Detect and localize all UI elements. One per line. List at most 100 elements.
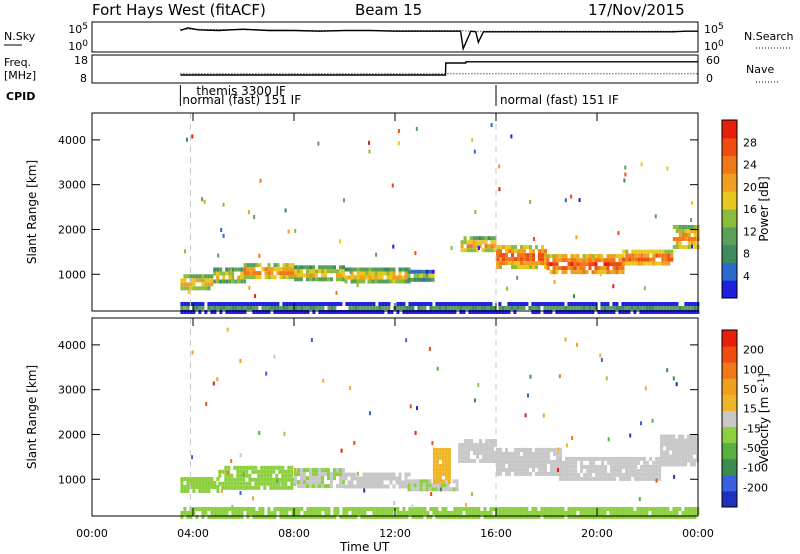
data-cell xyxy=(505,253,508,258)
data-cell xyxy=(466,248,470,253)
data-cell xyxy=(488,439,492,443)
data-cell xyxy=(489,302,493,306)
data-cell xyxy=(693,302,697,306)
data-cell xyxy=(423,302,427,306)
data-cell xyxy=(414,302,418,306)
data-cell xyxy=(525,507,529,511)
data-cell xyxy=(643,464,647,469)
data-cell xyxy=(281,481,285,486)
data-cell xyxy=(625,464,629,469)
data-region xyxy=(496,245,547,270)
data-cell xyxy=(565,476,569,481)
data-cell xyxy=(666,310,670,314)
data-cell xyxy=(678,515,682,519)
data-cell xyxy=(526,245,529,250)
data-cell xyxy=(330,310,334,314)
data-cell xyxy=(432,467,436,472)
data-cell xyxy=(528,511,532,515)
data-cell xyxy=(546,266,550,271)
data-cell xyxy=(321,484,324,489)
data-cell xyxy=(350,476,354,481)
scatter-point xyxy=(368,140,370,145)
data-cell xyxy=(396,310,400,314)
data-cell xyxy=(634,472,638,477)
data-cell xyxy=(495,515,499,519)
data-cell xyxy=(366,507,370,511)
data-cell xyxy=(207,274,211,279)
data-cell xyxy=(330,302,334,306)
data-cell xyxy=(637,456,641,461)
scatter-point xyxy=(217,253,220,258)
data-cell xyxy=(348,515,352,519)
data-cell xyxy=(517,463,520,468)
data-cell xyxy=(228,271,232,276)
data-cell xyxy=(496,245,499,250)
x-tick-label: 00:00 xyxy=(682,527,714,540)
data-cell xyxy=(459,511,463,515)
data-cell xyxy=(504,310,508,314)
data-cell xyxy=(389,472,393,477)
y-tick-label: 2000 xyxy=(58,223,86,236)
data-cell xyxy=(491,459,495,463)
data-cell xyxy=(447,475,451,480)
data-cell xyxy=(285,310,289,314)
data-cell xyxy=(555,270,559,275)
data-cell xyxy=(240,310,244,314)
data-cell xyxy=(383,472,387,477)
data-cell xyxy=(610,468,614,473)
data-cell xyxy=(675,458,679,463)
data-cell xyxy=(634,460,638,465)
data-cell xyxy=(180,481,184,485)
data-cell xyxy=(342,484,345,489)
data-cell xyxy=(336,511,340,515)
data-cell xyxy=(357,511,361,515)
data-cell xyxy=(399,306,403,310)
data-cell xyxy=(690,442,694,447)
data-cell xyxy=(520,253,523,258)
data-cell xyxy=(643,257,647,262)
data-cell xyxy=(207,286,211,291)
data-cell xyxy=(344,279,348,284)
data-cell xyxy=(288,302,292,306)
colorbar-segment xyxy=(722,191,737,210)
data-cell xyxy=(405,515,409,519)
data-cell xyxy=(377,271,381,276)
data-cell xyxy=(573,306,577,310)
data-cell xyxy=(375,515,379,519)
data-cell xyxy=(245,481,249,486)
data-cell xyxy=(227,485,231,490)
data-region xyxy=(180,477,220,493)
data-cell xyxy=(393,515,397,519)
colorbar-segment xyxy=(722,155,737,174)
data-cell xyxy=(669,442,673,447)
data-cell xyxy=(425,487,429,492)
data-cell xyxy=(339,515,343,519)
data-cell xyxy=(204,481,208,485)
data-cell xyxy=(231,515,235,519)
data-cell xyxy=(649,456,653,461)
data-cell xyxy=(505,467,508,472)
data-cell xyxy=(221,481,225,486)
data-cell xyxy=(594,254,598,259)
data-cell xyxy=(658,456,662,461)
data-cell xyxy=(444,467,448,472)
data-cell xyxy=(491,447,495,451)
data-cell xyxy=(287,465,291,470)
data-cell xyxy=(368,484,372,489)
data-cell xyxy=(251,465,255,470)
data-cell xyxy=(432,463,436,468)
data-cell xyxy=(453,511,457,515)
data-cell xyxy=(234,306,238,310)
data-cell xyxy=(579,515,583,519)
data-cell xyxy=(583,456,587,461)
data-cell xyxy=(201,477,205,481)
data-cell xyxy=(257,485,261,490)
data-cell xyxy=(570,258,574,263)
data-cell xyxy=(377,275,381,280)
scatter-point xyxy=(201,197,204,202)
data-cell xyxy=(261,310,265,314)
data-cell xyxy=(392,484,396,489)
data-cell xyxy=(419,479,423,484)
data-cell xyxy=(595,464,599,469)
